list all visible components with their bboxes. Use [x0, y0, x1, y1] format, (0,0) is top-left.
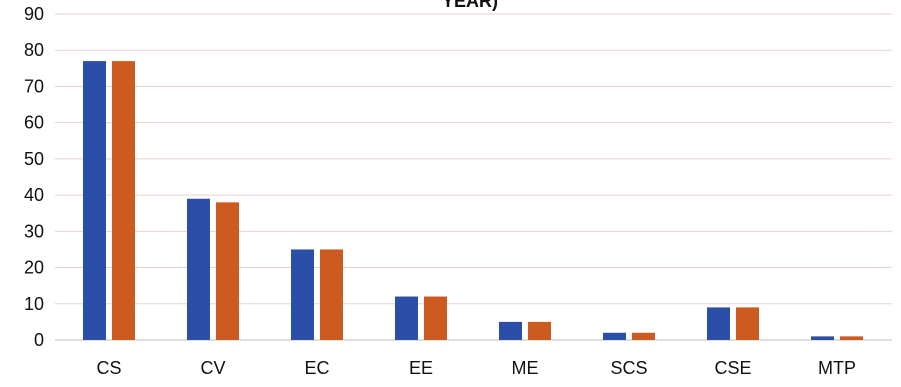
x-axis-ticks: CS CV EC EE ME SCS CSE MTP	[96, 358, 856, 378]
bar-cse-series-1	[707, 307, 730, 340]
y-tick-label: 90	[24, 4, 44, 24]
y-tick-label: 80	[24, 40, 44, 60]
x-tick-label: EE	[409, 358, 433, 378]
x-tick-label: CS	[96, 358, 121, 378]
bar-ec-series-1	[291, 249, 314, 340]
bar-ec-series-2	[320, 249, 343, 340]
x-tick-label: MTP	[818, 358, 856, 378]
y-tick-label: 50	[24, 149, 44, 169]
x-tick-label: CSE	[714, 358, 751, 378]
bar-cse-series-2	[736, 307, 759, 340]
y-tick-label: 0	[34, 330, 44, 350]
chart-title: YEAR)	[442, 0, 498, 11]
y-tick-label: 70	[24, 76, 44, 96]
bar-mtp-series-2	[840, 336, 863, 340]
gridlines	[55, 13, 892, 341]
bars	[83, 61, 863, 340]
bar-mtp-series-1	[811, 336, 834, 340]
bar-ee-series-2	[424, 296, 447, 340]
bar-cv-series-1	[187, 198, 210, 340]
y-tick-label: 20	[24, 258, 44, 278]
bar-cs-series-1	[83, 61, 106, 340]
bar-ee-series-1	[395, 296, 418, 340]
y-axis-ticks: 0 10 20 30 40 50 60 70 80 90	[24, 4, 44, 350]
x-tick-label: SCS	[610, 358, 647, 378]
bar-scs-series-2	[632, 332, 655, 340]
x-tick-label: ME	[512, 358, 539, 378]
y-tick-label: 30	[24, 221, 44, 241]
y-tick-label: 10	[24, 294, 44, 314]
y-tick-label: 40	[24, 185, 44, 205]
x-tick-label: EC	[304, 358, 329, 378]
x-tick-label: CV	[200, 358, 225, 378]
bar-cv-series-2	[216, 202, 239, 340]
y-tick-label: 60	[24, 113, 44, 133]
bar-me-series-1	[499, 321, 522, 340]
bar-cs-series-2	[112, 61, 135, 340]
bar-me-series-2	[528, 321, 551, 340]
bar-scs-series-1	[603, 332, 626, 340]
